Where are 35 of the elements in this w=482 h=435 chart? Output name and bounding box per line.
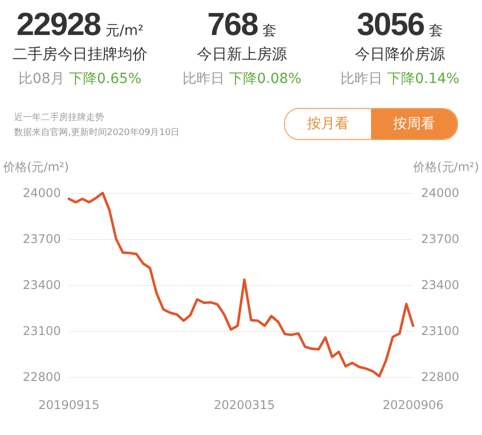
y2-tick-label: 22800	[421, 370, 460, 384]
text: 套	[262, 23, 277, 39]
line-series	[68, 192, 414, 378]
text: 套	[429, 23, 444, 39]
y2-tick-label: 23100	[421, 324, 460, 338]
text: 3056	[356, 6, 424, 42]
text: 元/m²	[106, 23, 144, 39]
text: 近一年二手房挂牌走势	[14, 112, 105, 125]
text: 下降0.14%	[386, 71, 460, 87]
y2-tick-label: 23400	[421, 278, 460, 292]
y2-tick-label: 24000	[421, 186, 460, 200]
text: 比昨日	[340, 71, 383, 87]
y-tick-label: 22800	[22, 370, 61, 384]
y-tick-label: 24000	[22, 186, 61, 200]
y2-tick-label: 23700	[421, 232, 460, 246]
text: 比08月	[18, 71, 64, 87]
y-axis-title: 价格(元/m²)	[2, 160, 69, 174]
text: 按周看	[371, 109, 457, 139]
x-tick-label: 20190915	[38, 398, 100, 412]
text: 768	[207, 6, 258, 42]
y2-axis-title: 价格(元/m²)	[412, 160, 479, 174]
y-tick-label: 23700	[22, 232, 61, 246]
x-tick-label: 20200315	[214, 398, 275, 412]
text: 按月看	[285, 109, 371, 139]
text: 今日降价房源	[354, 45, 446, 64]
text: 今日新上房源	[196, 45, 288, 64]
text: 比昨日	[182, 71, 225, 87]
text: 二手房今日挂牌均价	[12, 45, 148, 64]
y-tick-label: 23400	[22, 278, 61, 292]
x-tick-label: 20200906	[382, 398, 444, 412]
text: 下降0.65%	[68, 71, 142, 87]
text: 22928	[16, 6, 100, 42]
y-tick-label: 23100	[22, 324, 61, 338]
text: 下降0.08%	[228, 71, 302, 87]
text: 数据来自官网,更新时间2020年09月10日	[14, 126, 180, 140]
